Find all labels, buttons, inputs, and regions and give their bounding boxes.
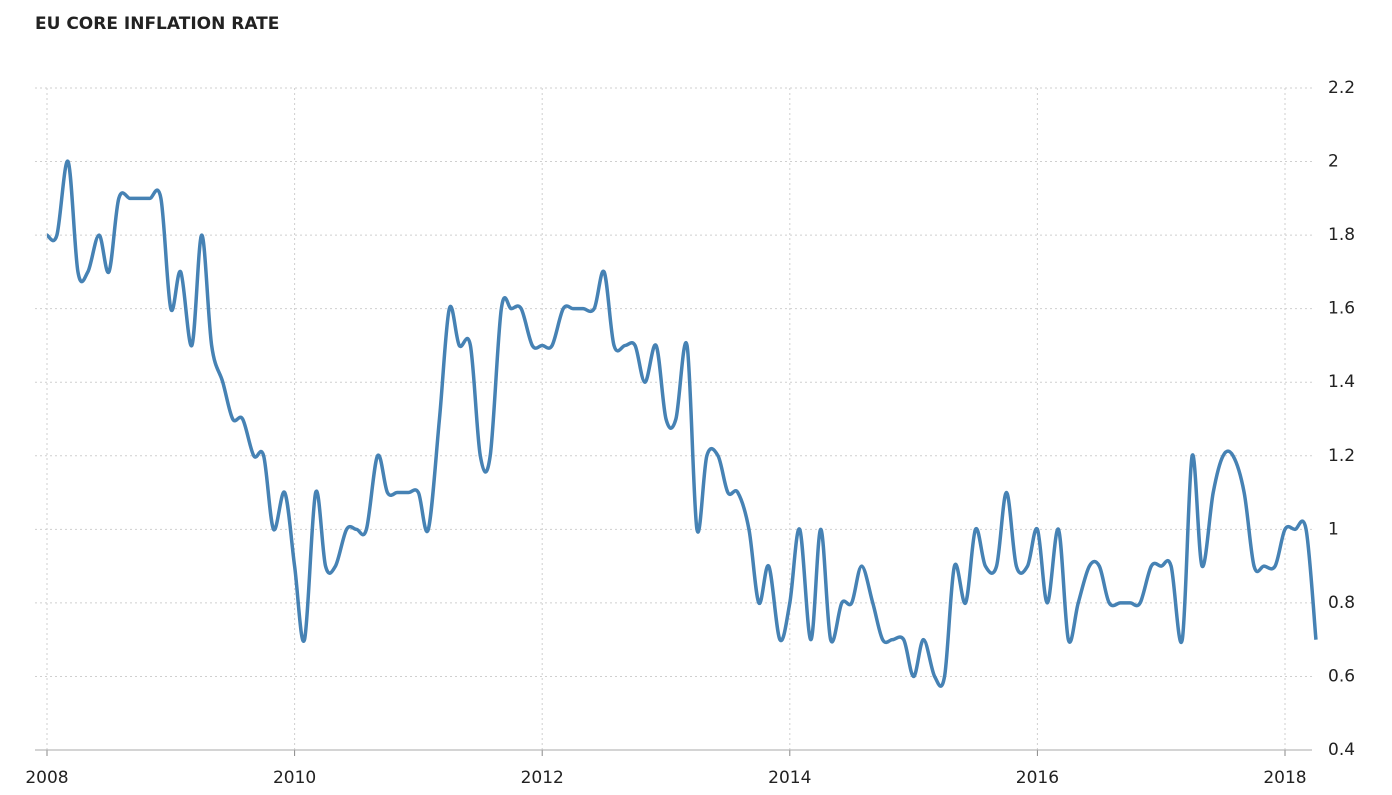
y-tick-label: 1.8 xyxy=(1328,225,1355,245)
y-tick-label: 0.8 xyxy=(1328,593,1355,613)
y-tick-label: 1.4 xyxy=(1328,372,1355,392)
x-tick-label: 2016 xyxy=(1016,768,1059,788)
y-tick-label: 0.4 xyxy=(1328,740,1355,760)
y-tick-label: 0.6 xyxy=(1328,666,1355,686)
y-tick-label: 1.2 xyxy=(1328,446,1355,466)
x-tick-label: 2012 xyxy=(521,768,564,788)
x-tick-label: 2008 xyxy=(25,768,68,788)
y-tick-label: 2.2 xyxy=(1328,78,1355,98)
x-tick-label: 2018 xyxy=(1263,768,1306,788)
y-tick-label: 1.6 xyxy=(1328,299,1355,319)
y-tick-label: 2 xyxy=(1328,152,1339,172)
y-tick-label: 1 xyxy=(1328,519,1339,539)
x-tick-label: 2010 xyxy=(273,768,316,788)
chart-title: EU CORE INFLATION RATE xyxy=(35,14,279,34)
x-tick-label: 2014 xyxy=(768,768,811,788)
data-line xyxy=(46,159,1318,688)
